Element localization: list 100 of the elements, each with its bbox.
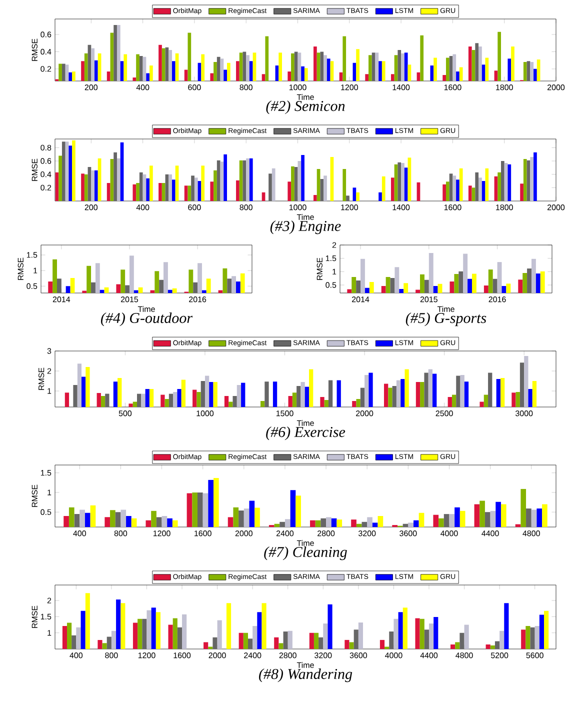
- text: (#5) G-sports: [406, 312, 486, 326]
- bar: [158, 182, 162, 201]
- x-tick-label: 400: [70, 652, 83, 658]
- text: (#7) Cleaning: [264, 546, 347, 560]
- text: (#8) Wandering: [259, 668, 352, 682]
- bar: [216, 160, 220, 201]
- y-tick-label: 0.6: [40, 32, 52, 38]
- bar: [106, 182, 110, 201]
- bar: [146, 178, 150, 201]
- y-tick-label: 1: [48, 388, 52, 394]
- bar: [220, 162, 224, 201]
- bar: [246, 158, 250, 201]
- x-tick-label: 1400: [392, 204, 410, 210]
- y-tick-label: 0.8: [40, 144, 52, 150]
- bar: [210, 182, 214, 201]
- bar: [84, 174, 88, 201]
- bar: [224, 154, 227, 201]
- x-tick-label: 4400: [420, 652, 438, 658]
- x-tick-label: 3000: [515, 410, 533, 416]
- bar: [172, 180, 176, 201]
- bar: [378, 192, 382, 201]
- x-axis-title: Time: [296, 540, 314, 546]
- y-tick-label: 0.5: [40, 509, 52, 515]
- x-tick-label: 200: [84, 204, 98, 210]
- bar: [500, 160, 504, 201]
- bar: [342, 168, 346, 201]
- x-tick-label: 2014: [52, 296, 70, 302]
- y-tick-label: 2: [332, 242, 336, 248]
- text: (#2) Semicon: [266, 100, 345, 114]
- x-tick-label: 3600: [400, 530, 417, 536]
- bar: [242, 160, 246, 201]
- x-tick-label: 200: [84, 84, 98, 90]
- bar: [314, 194, 317, 201]
- bar: [65, 142, 69, 201]
- y-tick-label: 0.2: [40, 184, 52, 190]
- x-tick-label: 2014: [352, 296, 370, 302]
- x-axis-title: Time: [296, 420, 314, 426]
- bar: [475, 172, 479, 201]
- bar: [136, 182, 140, 201]
- y-axis-title: RMSE: [32, 606, 38, 628]
- y-tick-label: 1: [48, 490, 52, 496]
- y-tick-label: 1: [48, 630, 52, 636]
- x-tick-label: 1400: [392, 84, 410, 90]
- bar: [352, 188, 356, 201]
- bar: [534, 152, 537, 201]
- x-tick-label: 2015: [420, 296, 438, 302]
- bar: [168, 174, 172, 201]
- y-tick-label: 1: [332, 268, 336, 274]
- bar: [508, 164, 512, 201]
- bar: [442, 184, 446, 201]
- bar: [272, 168, 276, 201]
- y-tick-label: 0.2: [40, 66, 52, 72]
- x-tick-label: 2400: [244, 652, 262, 658]
- y-axis-title: RMSE: [18, 258, 24, 280]
- x-axis-title: Time: [296, 214, 314, 220]
- x-tick-label: 800: [240, 204, 252, 210]
- bar: [320, 178, 324, 201]
- bar: [408, 158, 412, 201]
- x-tick-label: 2800: [318, 530, 335, 536]
- x-tick-label: 4800: [522, 530, 540, 536]
- x-axis-title: Time: [296, 662, 314, 668]
- y-tick-label: 2: [47, 598, 52, 604]
- text: (#6) Exercise: [266, 426, 346, 440]
- y-tick-label: 1.5: [40, 614, 52, 620]
- y-tick-label: 2: [47, 368, 52, 374]
- bar: [81, 174, 84, 201]
- x-tick-label: 4800: [456, 652, 473, 658]
- bar: [291, 166, 294, 201]
- x-tick-label: 400: [136, 84, 150, 90]
- x-tick-label: 4000: [384, 652, 402, 658]
- bar: [188, 186, 192, 201]
- bar: [401, 162, 404, 201]
- x-tick-label: 2015: [120, 296, 138, 302]
- x-tick-label: 1200: [153, 530, 170, 536]
- bar: [116, 158, 120, 201]
- x-tick-label: 2000: [208, 652, 226, 658]
- x-axis-title: Time: [437, 306, 454, 312]
- y-axis-title: RMSE: [38, 368, 44, 390]
- y-axis-title: RMSE: [32, 484, 38, 507]
- bar: [114, 152, 117, 201]
- x-tick-label: 400: [136, 204, 150, 210]
- x-axis-title: Time: [296, 94, 314, 100]
- x-tick-label: 1800: [496, 204, 513, 210]
- bar: [530, 156, 534, 201]
- y-tick-label: 1.5: [326, 256, 336, 262]
- bar: [485, 168, 489, 201]
- bar: [139, 172, 143, 201]
- x-tick-label: 1000: [196, 410, 214, 416]
- bar: [194, 178, 198, 201]
- bar: [201, 166, 205, 201]
- bar: [346, 196, 350, 201]
- bar: [478, 178, 482, 201]
- bar: [150, 166, 153, 201]
- bar: [456, 180, 460, 201]
- text: (#3) Engine: [270, 220, 341, 234]
- bar: [288, 182, 292, 201]
- x-tick-label: 800: [240, 84, 252, 90]
- x-tick-label: 2000: [356, 410, 374, 416]
- x-tick-label: 2800: [279, 652, 296, 658]
- x-tick-label: 4400: [482, 530, 499, 536]
